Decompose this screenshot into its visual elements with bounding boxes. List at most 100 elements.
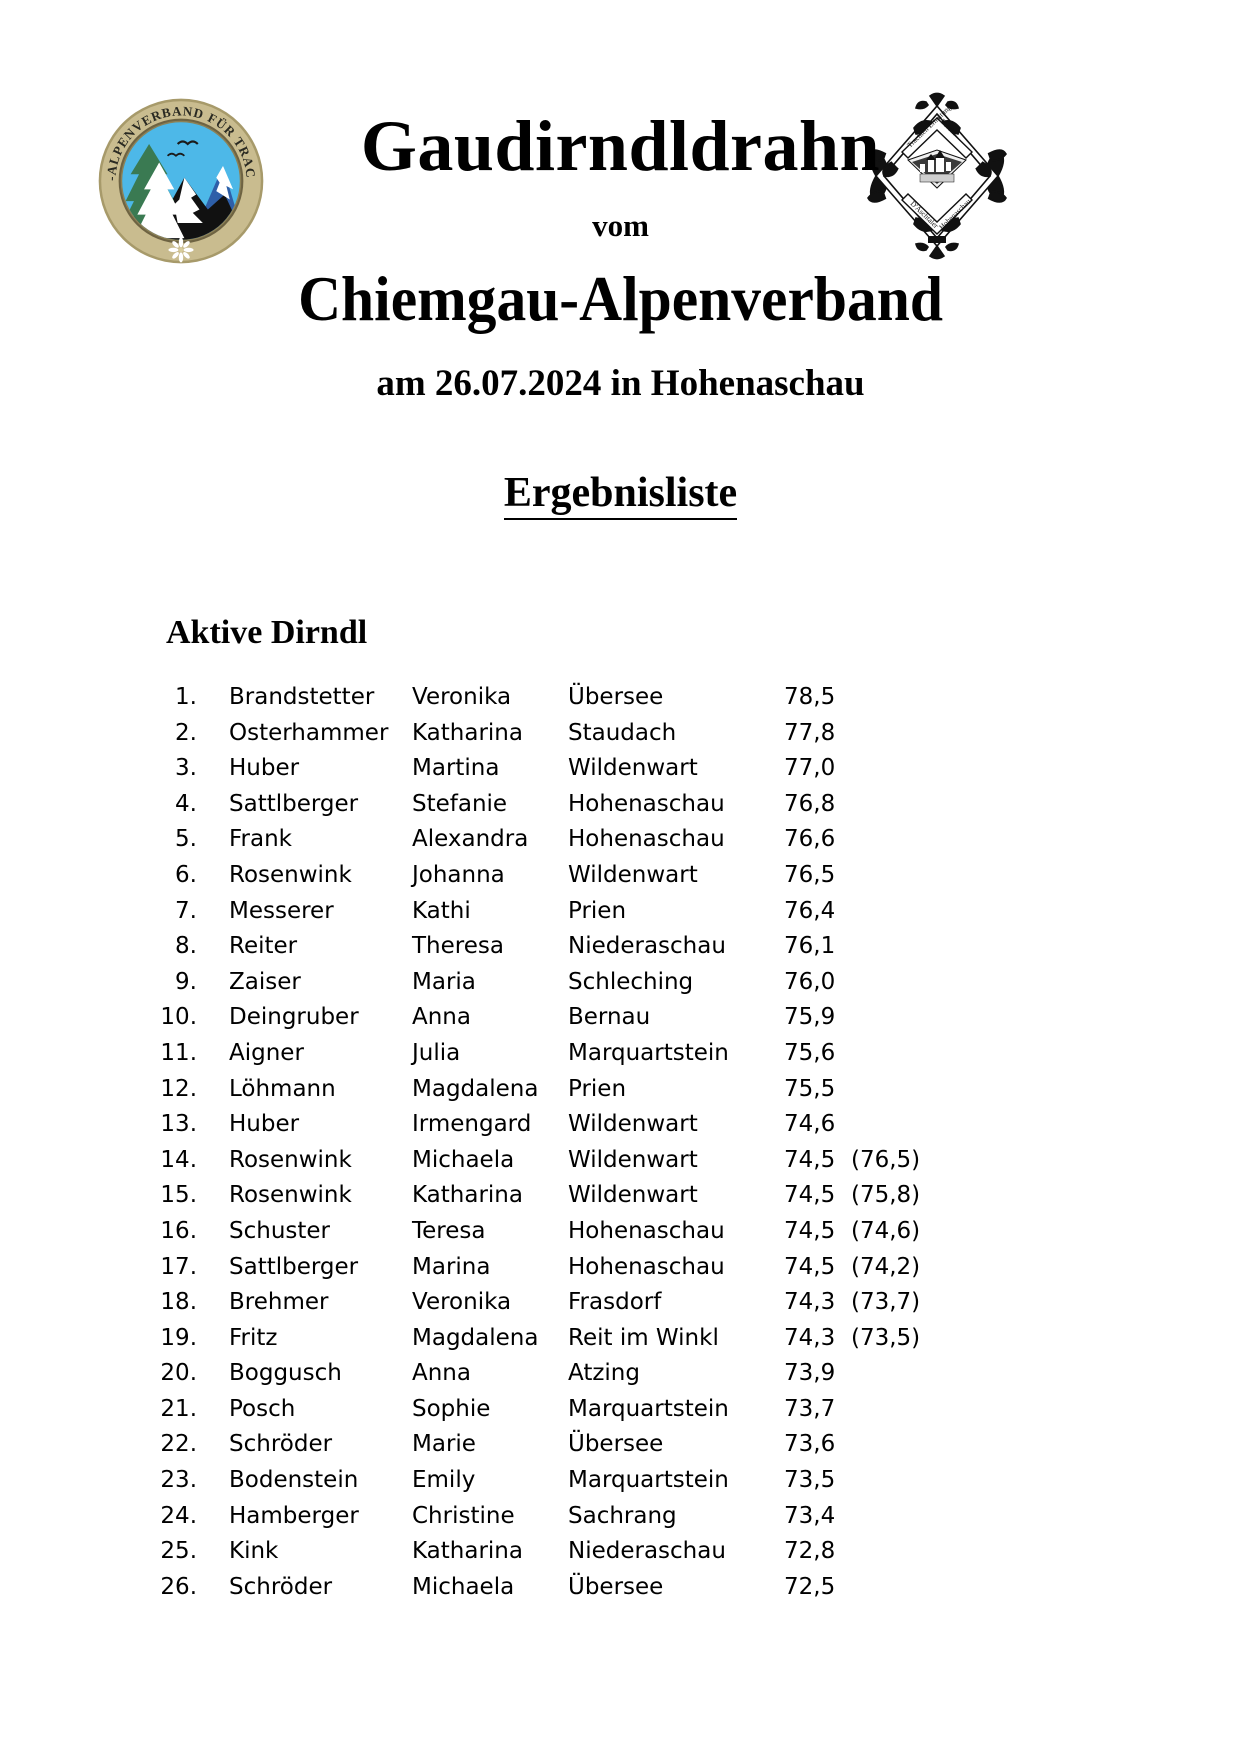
town-cell: Schleching [568, 968, 694, 995]
score-cell: 74,3 [784, 1289, 836, 1316]
first-name-cell: Irmengard [412, 1111, 532, 1138]
last-name-cell: Rosenwink [229, 1146, 352, 1173]
first-name-cell: Alexandra [412, 826, 529, 853]
town-cell: Übersee [568, 1573, 664, 1600]
last-name-cell: Sattlberger [229, 790, 359, 817]
first-name-cell: Magdalena [412, 1075, 539, 1102]
score-cell: 78,5 [784, 684, 836, 710]
score-cell: 73,9 [784, 1360, 836, 1387]
last-name-cell: Huber [229, 755, 300, 782]
table-row: 10. Deingruber Anna Bernau 75,9 [0, 1000, 1241, 1036]
rank-cell: 24. [160, 1502, 197, 1529]
last-name-cell: Messerer [229, 897, 334, 924]
table-row: 14. Rosenwink Michaela Wildenwart 74,5 (… [0, 1143, 1241, 1179]
first-name-cell: Katharina [412, 1538, 523, 1565]
last-name-cell: Löhmann [229, 1075, 336, 1102]
table-row: 2. Osterhammer Katharina Staudach 77,8 [0, 716, 1241, 752]
table-row: 15. Rosenwink Katharina Wildenwart 74,5 … [0, 1178, 1241, 1214]
score-cell: 74,6 [784, 1111, 836, 1138]
rank-cell: 5. [175, 826, 197, 853]
rank-cell: 18. [160, 1289, 197, 1316]
town-cell: Marquartstein [568, 1039, 729, 1066]
score-cell: 76,5 [784, 861, 836, 888]
last-name-cell: Fritz [229, 1324, 278, 1351]
last-name-cell: Boggusch [229, 1360, 342, 1387]
last-name-cell: Brehmer [229, 1289, 329, 1316]
rank-cell: 11. [160, 1039, 197, 1066]
rank-cell: 17. [160, 1253, 197, 1280]
first-name-cell: Veronika [412, 1289, 512, 1316]
last-name-cell: Schuster [229, 1217, 331, 1244]
first-name-cell: Veronika [412, 684, 512, 710]
town-cell: Atzing [568, 1360, 640, 1387]
title-block: Gaudirndldrahn vom Chiemgau-Alpenverband… [0, 0, 1241, 520]
town-cell: Übersee [568, 1431, 664, 1458]
rank-cell: 12. [160, 1075, 197, 1102]
last-name-cell: Reiter [229, 933, 298, 960]
trachtenverein-wappen-emblem-icon: Trachten Erhaltungs Verein D'Aschtaler H… [862, 92, 1012, 260]
table-row: 9. Zaiser Maria Schleching 76,0 [0, 965, 1241, 1001]
first-name-cell: Katharina [412, 1182, 523, 1209]
subtitle-vom: vom [592, 208, 649, 243]
last-name-cell: Kink [229, 1538, 279, 1565]
town-cell: Frasdorf [568, 1289, 662, 1316]
score-cell: 74,3 [784, 1324, 836, 1351]
organization-name: Chiemgau-Alpenverband [298, 263, 943, 334]
tiebreak-cell: (74,2) [851, 1253, 921, 1280]
rank-cell: 22. [160, 1431, 197, 1458]
table-row: 20. Boggusch Anna Atzing 73,9 [0, 1356, 1241, 1392]
last-name-cell: Rosenwink [229, 861, 352, 888]
table-row: 11. Aigner Julia Marquartstein 75,6 [0, 1036, 1241, 1072]
town-cell: Prien [568, 897, 627, 924]
first-name-cell: Marina [412, 1253, 491, 1280]
tiebreak-cell: (73,7) [851, 1289, 921, 1316]
tiebreak-cell: (73,5) [851, 1324, 921, 1351]
score-cell: 74,5 [784, 1253, 836, 1280]
event-date-location: am 26.07.2024 in Hohenaschau [376, 363, 865, 404]
score-cell: 75,6 [784, 1039, 836, 1066]
first-name-cell: Stefanie [412, 790, 508, 817]
score-cell: 77,0 [784, 755, 836, 782]
town-cell: Sachrang [568, 1502, 677, 1529]
town-cell: Hohenaschau [568, 826, 725, 853]
score-cell: 76,6 [784, 826, 836, 853]
score-cell: 75,5 [784, 1075, 836, 1102]
rank-cell: 8. [175, 933, 197, 960]
town-cell: Bernau [568, 1004, 651, 1031]
table-row: 24. Hamberger Christine Sachrang 73,4 [0, 1499, 1241, 1535]
rank-cell: 2. [175, 719, 197, 746]
rank-cell: 7. [175, 897, 197, 924]
table-row: 19. Fritz Magdalena Reit im Winkl 74,3 (… [0, 1321, 1241, 1357]
rank-cell: 4. [175, 790, 197, 817]
town-cell: Prien [568, 1075, 627, 1102]
last-name-cell: Deingruber [229, 1004, 359, 1031]
first-name-cell: Christine [412, 1502, 515, 1529]
rank-cell: 3. [175, 755, 197, 782]
last-name-cell: Sattlberger [229, 1253, 359, 1280]
table-row: 12. Löhmann Magdalena Prien 75,5 [0, 1072, 1241, 1108]
rank-cell: 15. [160, 1182, 197, 1209]
score-cell: 72,8 [784, 1538, 836, 1565]
first-name-cell: Martina [412, 755, 500, 782]
table-row: 1. Brandstetter Veronika Übersee 78,5 [0, 680, 1241, 716]
tiebreak-cell: (76,5) [851, 1146, 921, 1173]
last-name-cell: Aigner [229, 1039, 304, 1066]
first-name-cell: Katharina [412, 719, 523, 746]
last-name-cell: Schröder [229, 1431, 333, 1458]
first-name-cell: Michaela [412, 1146, 515, 1173]
score-cell: 73,6 [784, 1431, 836, 1458]
page-title: Gaudirndldrahn [360, 106, 881, 186]
last-name-cell: Huber [229, 1111, 300, 1138]
first-name-cell: Kathi [412, 897, 471, 924]
document-header: CHIEMGAU-ALPENVERBAND FÜR TRACHT u. SITT… [0, 0, 1241, 520]
first-name-cell: Marie [412, 1431, 476, 1458]
last-name-cell: Bodenstein [229, 1467, 359, 1494]
rank-cell: 26. [160, 1573, 197, 1600]
table-row: 21. Posch Sophie Marquartstein 73,7 [0, 1392, 1241, 1428]
table-row: 4. Sattlberger Stefanie Hohenaschau 76,8 [0, 787, 1241, 823]
chiemgau-alpenverband-emblem-icon: CHIEMGAU-ALPENVERBAND FÜR TRACHT u. SITT… [97, 97, 265, 265]
first-name-cell: Theresa [412, 933, 504, 960]
rank-cell: 9. [175, 968, 197, 995]
table-row: 7. Messerer Kathi Prien 76,4 [0, 894, 1241, 930]
